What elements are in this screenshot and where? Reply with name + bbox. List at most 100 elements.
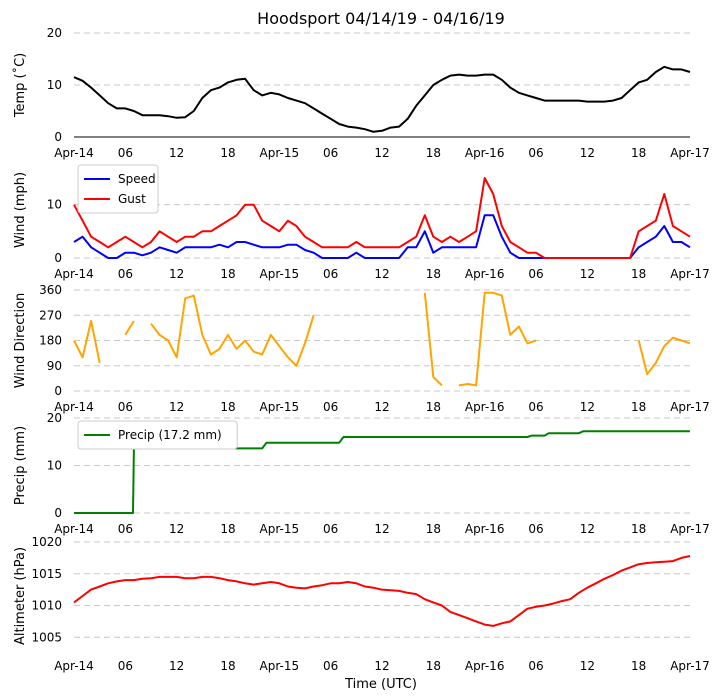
y-tick-label: 0 [54, 384, 62, 398]
x-tick-label: 06 [323, 522, 338, 536]
y-tick-label: 20 [47, 26, 62, 40]
x-tick-label: 18 [426, 400, 441, 414]
x-tick-label: 06 [528, 522, 543, 536]
x-tick-label: 12 [374, 267, 389, 281]
legend: Precip (17.2 mm) [77, 420, 238, 450]
x-tick-label: 12 [580, 400, 595, 414]
x-tick-label: 12 [169, 659, 184, 673]
x-tick-label: 18 [631, 400, 646, 414]
y-tick-label: 0 [54, 251, 62, 265]
y-tick-label: 1005 [31, 630, 62, 644]
y-axis-title: Wind Direction [13, 293, 28, 389]
series-line-wind_direction-0 [73, 291, 691, 387]
y-tick-label: 360 [39, 283, 62, 297]
x-tick-label: Apr-15 [260, 267, 300, 281]
x-tick-label: Apr-17 [670, 522, 710, 536]
y-axis-title: Precip (mm) [13, 426, 28, 505]
x-tick-label: Apr-16 [465, 146, 505, 160]
x-tick-label: Apr-17 [670, 267, 710, 281]
x-tick-label: Apr-14 [54, 146, 94, 160]
x-tick-label: 18 [426, 267, 441, 281]
x-tick-label: 18 [220, 659, 235, 673]
x-tick-label: 12 [374, 522, 389, 536]
x-tick-label: Apr-16 [465, 267, 505, 281]
y-tick-label: 20 [47, 411, 62, 425]
x-tick-label: 06 [323, 146, 338, 160]
x-tick-label: 12 [580, 659, 595, 673]
x-tick-label: 12 [580, 146, 595, 160]
y-axis-title: Temp (˚C) [12, 53, 28, 119]
x-tick-label: 06 [528, 267, 543, 281]
x-tick-label: Apr-14 [54, 267, 94, 281]
x-tick-label: Apr-15 [260, 522, 300, 536]
x-tick-label: Apr-14 [54, 400, 94, 414]
x-tick-label: 18 [426, 659, 441, 673]
y-tick-label: 1015 [31, 567, 62, 581]
x-tick-label: 06 [118, 522, 133, 536]
x-tick-label: 18 [631, 146, 646, 160]
x-tick-label: 18 [220, 267, 235, 281]
y-tick-label: 180 [39, 334, 62, 348]
x-tick-label: 06 [528, 400, 543, 414]
panel-temperature: 0 10 20 Temp (˚C) Apr-14 06 12 18 Apr-15 06 12 18 Ap… [12, 26, 710, 160]
x-tick-label: 18 [426, 146, 441, 160]
x-tick-label: 18 [220, 400, 235, 414]
legend-box [77, 164, 159, 214]
x-tick-label: 12 [374, 146, 389, 160]
x-tick-label: Apr-15 [260, 659, 300, 673]
x-tick-label: Apr-14 [54, 659, 94, 673]
y-tick-label: 0 [54, 130, 62, 144]
series-line-temperature-0 [73, 65, 691, 133]
x-tick-label: 18 [220, 522, 235, 536]
x-tick-label: Apr-16 [465, 659, 505, 673]
x-tick-label: 06 [323, 400, 338, 414]
y-axis-title: Altimeter (hPa) [13, 547, 28, 645]
series-line-altimeter-0 [73, 555, 691, 627]
x-tick-label: 18 [631, 522, 646, 536]
x-tick-label: 18 [631, 659, 646, 673]
x-tick-label: 12 [169, 400, 184, 414]
legend-box [77, 420, 238, 450]
x-tick-label: 18 [631, 267, 646, 281]
panel-wind: 0 10 Wind (mph) Apr-14 06 12 18 Apr-15 06 12 18 Apr… [13, 164, 710, 281]
x-tick-label: 06 [323, 267, 338, 281]
series-line-wind-1 [73, 177, 691, 259]
x-tick-label: 06 [528, 659, 543, 673]
x-tick-label: 06 [118, 146, 133, 160]
legend-label: Gust [118, 192, 146, 206]
x-tick-label: 12 [580, 522, 595, 536]
x-tick-label: 06 [118, 400, 133, 414]
x-tick-label: Apr-16 [465, 522, 505, 536]
x-tick-label: 06 [118, 267, 133, 281]
x-tick-label: Apr-17 [670, 659, 710, 673]
x-tick-label: 18 [220, 146, 235, 160]
y-axis-title: Wind (mph) [13, 172, 28, 248]
x-tick-label: 12 [169, 267, 184, 281]
x-tick-label: Apr-16 [465, 400, 505, 414]
y-tick-label: 270 [39, 308, 62, 322]
x-tick-label: 12 [580, 267, 595, 281]
figure-title: Hoodsport 04/14/19 - 04/16/19 [257, 9, 505, 28]
x-axis-title: Time (UTC) [344, 677, 417, 692]
y-tick-label: 1020 [31, 535, 62, 549]
x-tick-label: Apr-15 [260, 146, 300, 160]
y-tick-label: 10 [47, 198, 62, 212]
x-tick-label: 12 [374, 659, 389, 673]
x-tick-label: Apr-17 [670, 400, 710, 414]
x-tick-label: 06 [528, 146, 543, 160]
y-tick-label: 90 [47, 359, 62, 373]
x-tick-label: 06 [323, 659, 338, 673]
y-tick-label: 10 [47, 459, 62, 473]
x-tick-label: Apr-17 [670, 146, 710, 160]
x-tick-label: 12 [374, 400, 389, 414]
x-tick-label: 06 [118, 659, 133, 673]
legend-label: Precip (17.2 mm) [118, 428, 222, 442]
x-tick-label: 12 [169, 522, 184, 536]
x-tick-label: 12 [169, 146, 184, 160]
x-tick-label: Apr-14 [54, 522, 94, 536]
panel-wind_direction: 0 90 180 270 360 Wind Direction Apr-14 06 12 18 Ap… [13, 283, 710, 414]
x-tick-label: 18 [426, 522, 441, 536]
panel-precip: 0 10 20 Precip (mm) Apr-14 06 12 18 Apr-15 06 12 18… [13, 411, 710, 536]
